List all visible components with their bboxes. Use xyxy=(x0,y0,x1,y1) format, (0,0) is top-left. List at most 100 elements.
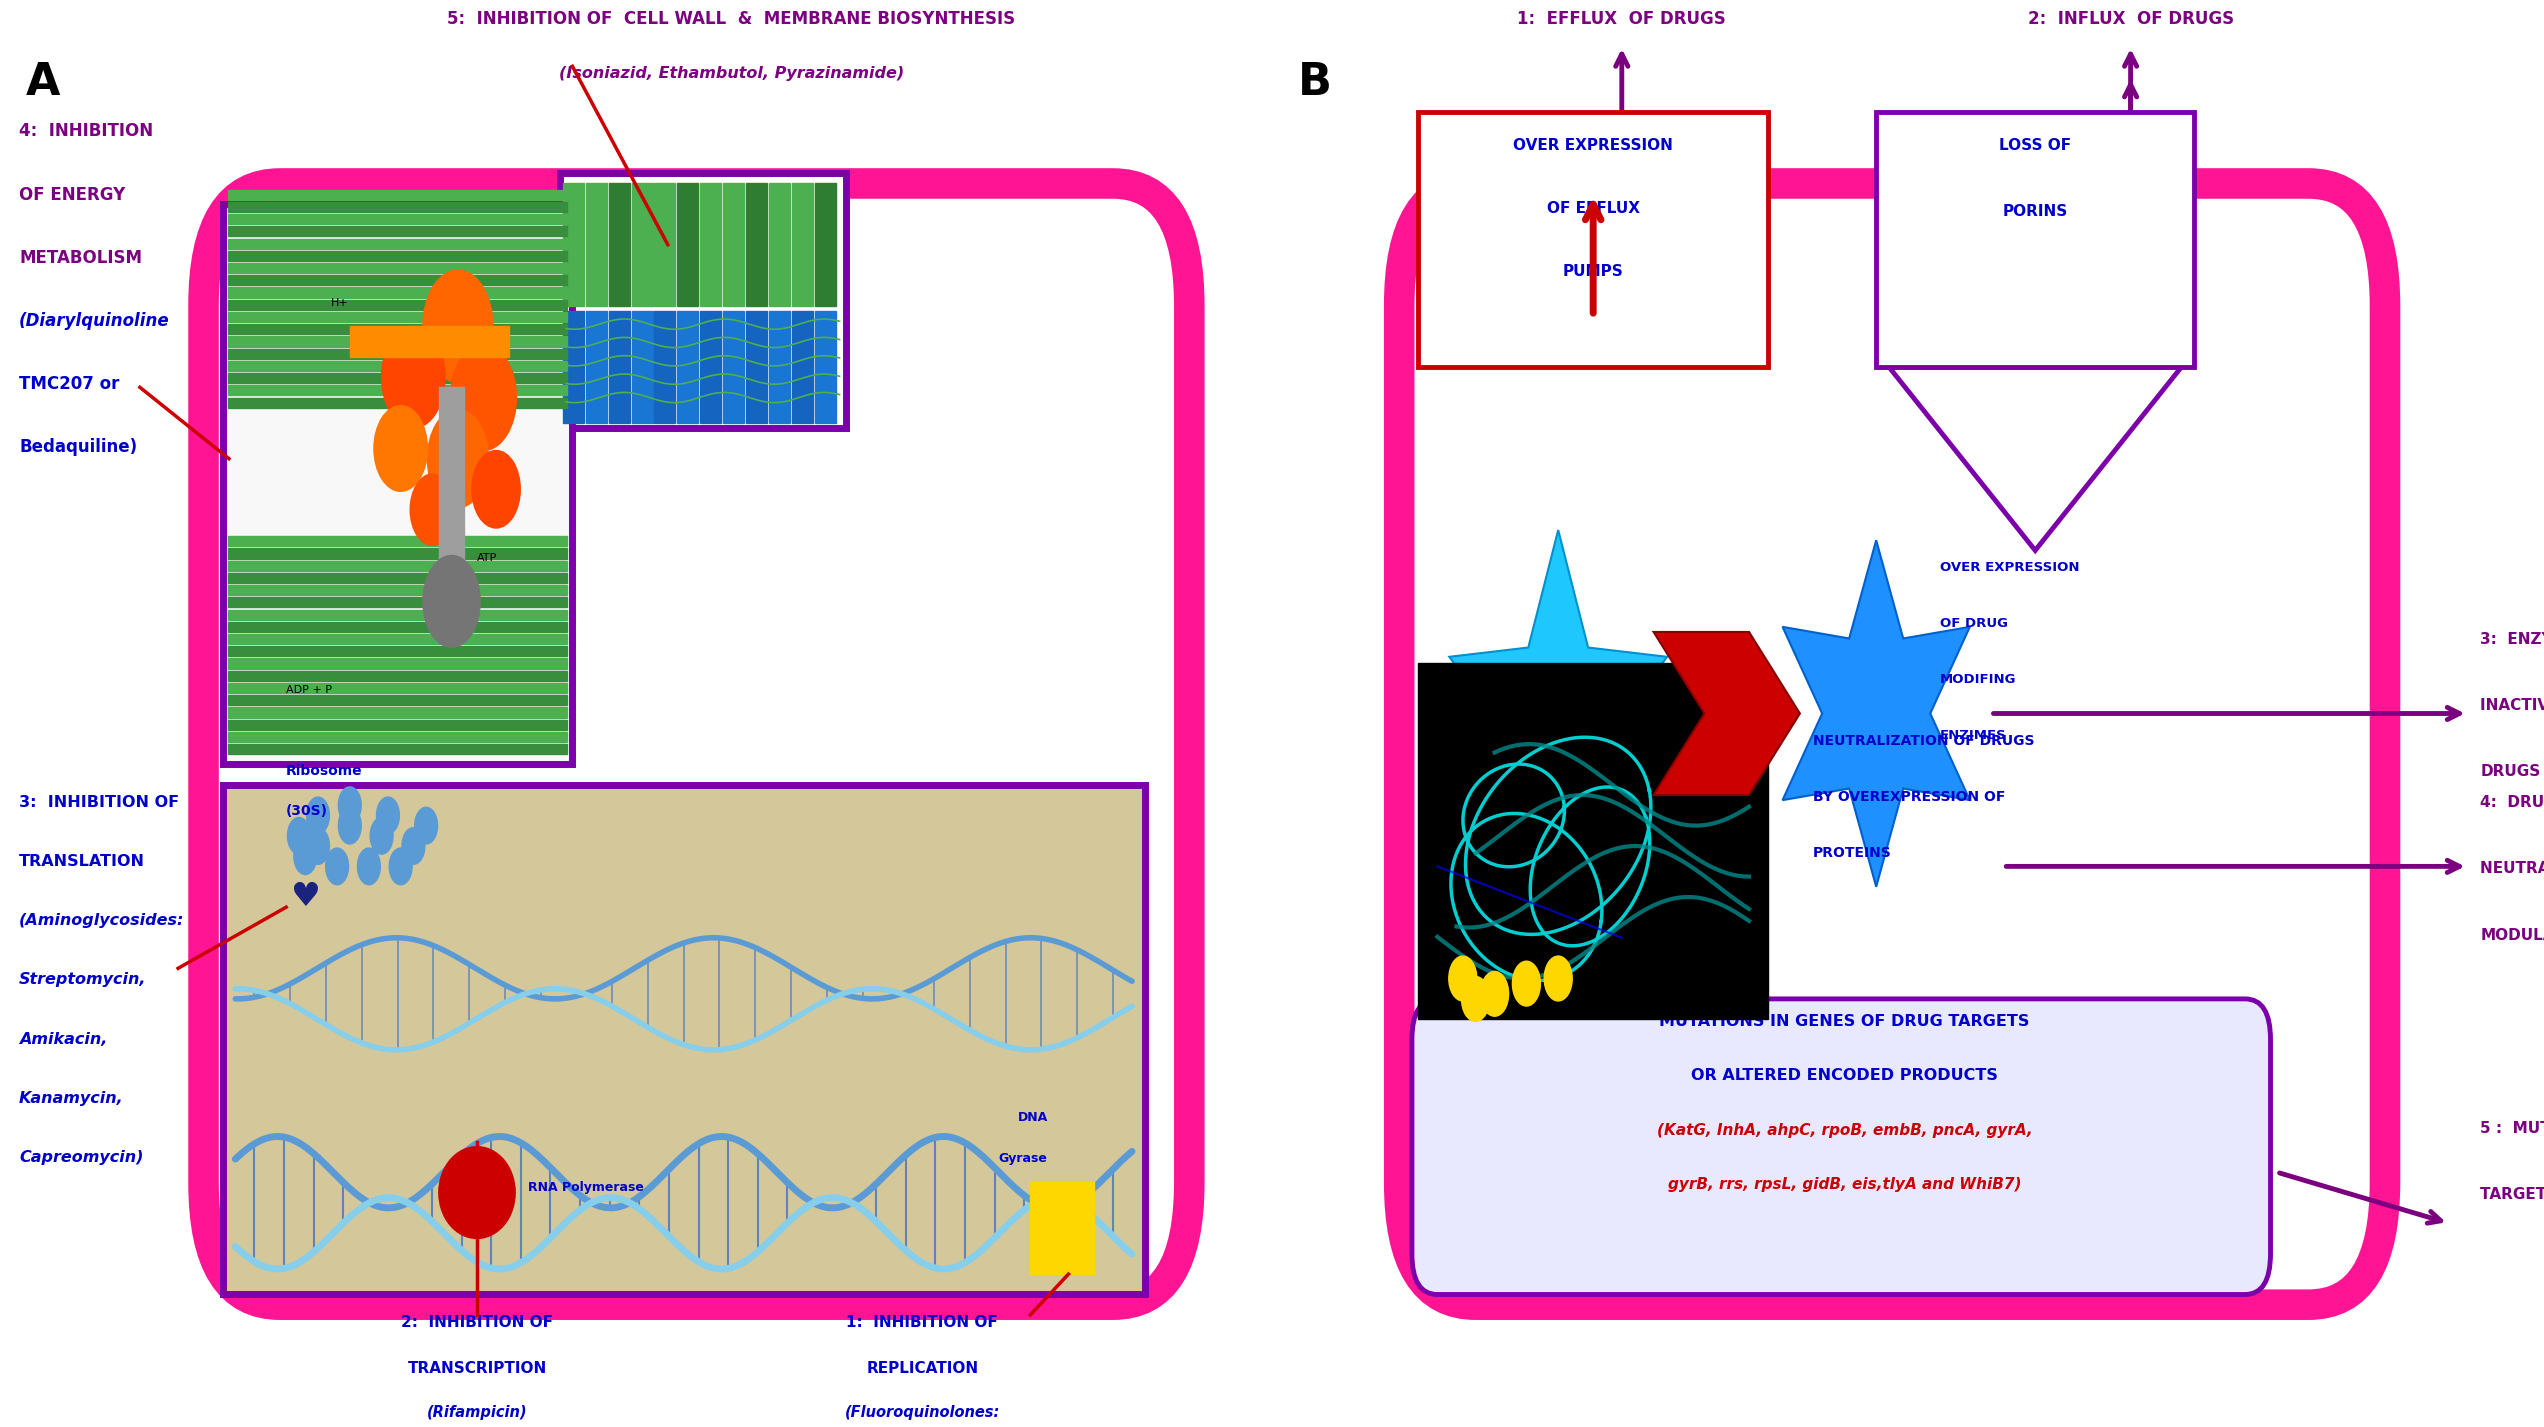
Circle shape xyxy=(338,786,361,823)
Circle shape xyxy=(422,270,494,382)
Bar xyxy=(229,719,567,729)
Bar xyxy=(631,184,654,305)
Text: Amikacin,: Amikacin, xyxy=(20,1032,107,1046)
Text: LOSS OF: LOSS OF xyxy=(2000,137,2071,153)
FancyBboxPatch shape xyxy=(1412,999,2272,1294)
Bar xyxy=(677,311,700,422)
Bar xyxy=(229,695,567,705)
FancyBboxPatch shape xyxy=(560,173,847,428)
Text: Streptomycin,: Streptomycin, xyxy=(20,972,148,987)
Text: Ribosome: Ribosome xyxy=(285,763,364,778)
Bar xyxy=(608,184,631,305)
Text: H+: H+ xyxy=(331,298,349,308)
Bar xyxy=(745,184,768,305)
Bar xyxy=(722,311,745,422)
Bar xyxy=(229,646,567,656)
Text: ENZIMES: ENZIMES xyxy=(1941,729,2007,742)
Text: (30S): (30S) xyxy=(285,805,328,819)
Bar xyxy=(229,585,567,595)
Text: OF DRUG: OF DRUG xyxy=(1941,616,2007,629)
Text: PORINS: PORINS xyxy=(2002,204,2068,218)
Bar xyxy=(229,708,567,718)
Circle shape xyxy=(1450,956,1476,1000)
Text: 5 :  MUTATIONS IN: 5 : MUTATIONS IN xyxy=(2480,1122,2544,1136)
Circle shape xyxy=(295,838,315,875)
Circle shape xyxy=(1511,962,1542,1006)
Bar xyxy=(229,251,567,261)
Text: 3:  ENZYMATIC: 3: ENZYMATIC xyxy=(2480,632,2544,646)
Bar xyxy=(229,361,567,371)
Text: 3:  INHIBITION OF: 3: INHIBITION OF xyxy=(20,795,178,811)
Circle shape xyxy=(287,818,310,855)
Text: NEUTRALIZATION /: NEUTRALIZATION / xyxy=(2480,862,2544,876)
Text: (Fluoroquinolones:: (Fluoroquinolones: xyxy=(845,1404,1000,1420)
Bar xyxy=(229,214,567,224)
Text: OF ENERGY: OF ENERGY xyxy=(20,186,125,204)
Text: MODULATION: MODULATION xyxy=(2480,928,2544,943)
Circle shape xyxy=(427,410,488,508)
Text: TARGET GENES: TARGET GENES xyxy=(2480,1187,2544,1203)
FancyBboxPatch shape xyxy=(224,204,572,765)
Bar xyxy=(229,324,567,334)
Polygon shape xyxy=(1888,367,2183,551)
Text: METABOLISM: METABOLISM xyxy=(20,248,142,267)
Text: TMC207 or: TMC207 or xyxy=(20,375,120,392)
Bar xyxy=(229,337,567,347)
Bar xyxy=(229,385,567,395)
Bar xyxy=(768,184,791,305)
Text: B: B xyxy=(1297,61,1331,104)
Bar xyxy=(229,537,567,547)
Bar xyxy=(229,263,567,273)
Circle shape xyxy=(473,451,519,528)
Text: 2:  INHIBITION OF: 2: INHIBITION OF xyxy=(402,1314,552,1330)
Text: MUTATIONS IN GENES OF DRUG TARGETS: MUTATIONS IN GENES OF DRUG TARGETS xyxy=(1659,1015,2030,1029)
Circle shape xyxy=(410,474,455,545)
Bar xyxy=(745,311,768,422)
Bar xyxy=(229,572,567,584)
Circle shape xyxy=(338,808,361,843)
Bar xyxy=(229,372,567,384)
Text: DRUGS: DRUGS xyxy=(2480,765,2541,779)
Text: PUMPS: PUMPS xyxy=(1562,264,1623,280)
Bar xyxy=(722,184,745,305)
Bar xyxy=(700,184,722,305)
Text: (Aminoglycosides:: (Aminoglycosides: xyxy=(20,913,186,929)
Text: (Rifampicin): (Rifampicin) xyxy=(427,1404,527,1420)
Bar xyxy=(700,311,722,422)
Circle shape xyxy=(415,808,438,843)
Text: MODIFING: MODIFING xyxy=(1941,672,2017,686)
Bar xyxy=(1030,1183,1094,1274)
Polygon shape xyxy=(1783,541,1969,886)
Bar xyxy=(229,671,567,681)
Bar xyxy=(229,634,567,644)
Bar xyxy=(229,743,567,755)
Ellipse shape xyxy=(440,1147,514,1239)
Text: 2:  INFLUX  OF DRUGS: 2: INFLUX OF DRUGS xyxy=(2028,10,2234,29)
Bar xyxy=(229,313,567,323)
Text: INACTIVATION OF: INACTIVATION OF xyxy=(2480,698,2544,714)
Text: TRANSCRIPTION: TRANSCRIPTION xyxy=(407,1361,547,1376)
Text: OVER EXPRESSION: OVER EXPRESSION xyxy=(1514,137,1674,153)
Text: REPLICATION: REPLICATION xyxy=(865,1361,979,1376)
Text: 1:  EFFLUX  OF DRUGS: 1: EFFLUX OF DRUGS xyxy=(1516,10,1727,29)
Bar xyxy=(814,311,837,422)
Bar xyxy=(229,561,567,571)
Bar xyxy=(562,184,585,305)
Bar xyxy=(677,184,700,305)
Bar xyxy=(229,658,567,669)
Text: Capreomycin): Capreomycin) xyxy=(20,1150,142,1164)
Bar xyxy=(229,548,567,558)
Circle shape xyxy=(326,848,349,885)
FancyBboxPatch shape xyxy=(1877,113,2193,367)
Text: OVER EXPRESSION: OVER EXPRESSION xyxy=(1941,561,2078,574)
Bar xyxy=(229,732,567,742)
Bar xyxy=(608,311,631,422)
Text: (Diarylquinoline: (Diarylquinoline xyxy=(20,313,170,330)
Polygon shape xyxy=(1450,529,1666,862)
Bar xyxy=(791,311,814,422)
Text: A: A xyxy=(25,61,61,104)
Text: 4:  DRUGS: 4: DRUGS xyxy=(2480,795,2544,811)
Circle shape xyxy=(422,555,481,648)
Bar xyxy=(229,622,567,632)
Text: RNA Polymerase: RNA Polymerase xyxy=(529,1182,644,1194)
